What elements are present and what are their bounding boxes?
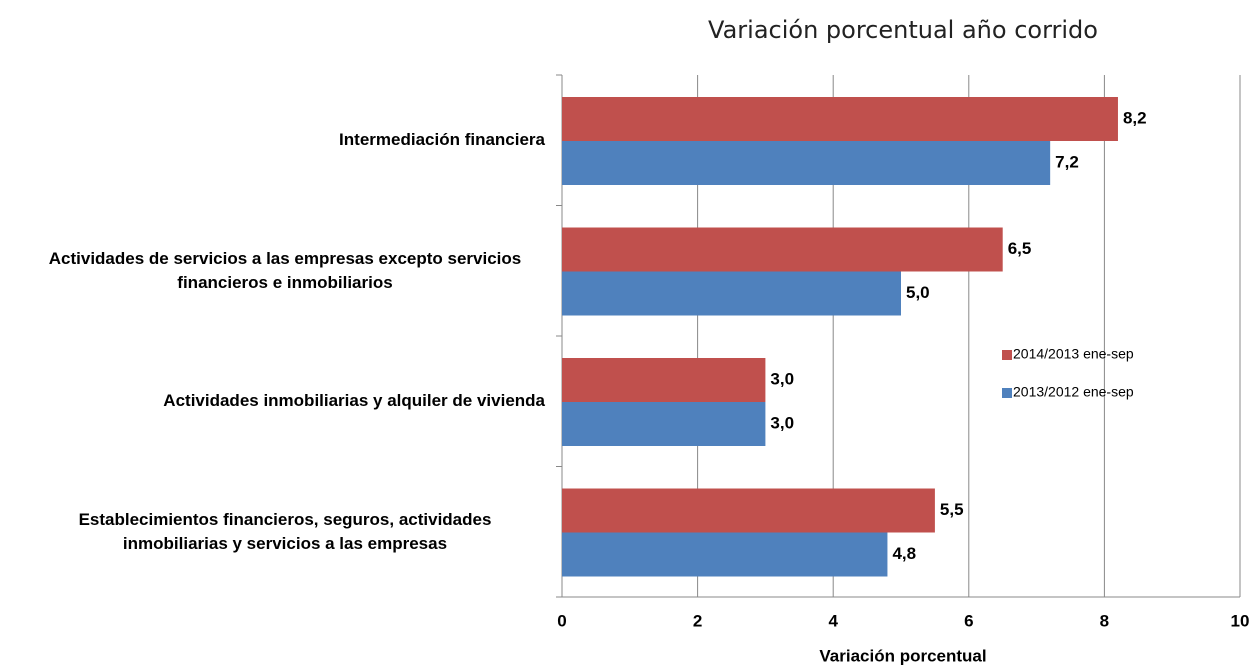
x-tick-label: 10 [1231, 611, 1250, 630]
category-label-box: Actividades de servicios a las empresas … [5, 206, 545, 336]
x-tick-label: 0 [557, 611, 566, 630]
bar [562, 141, 1051, 185]
x-tick-label: 2 [693, 611, 702, 630]
bar [562, 532, 888, 577]
x-axis-title: Variación porcentual [819, 646, 986, 665]
data-label: 8,2 [1123, 108, 1147, 127]
bar [562, 402, 766, 446]
y-tick-label: Actividades inmobiliarias y alquiler de … [163, 391, 545, 410]
legend-swatch [1002, 350, 1012, 360]
data-label: 6,5 [1008, 239, 1032, 258]
data-label: 3,0 [770, 369, 794, 388]
bar [562, 271, 901, 316]
category-label-box: Establecimientos financieros, seguros, a… [5, 467, 545, 597]
x-tick-label: 4 [828, 611, 838, 630]
bar [562, 227, 1003, 272]
data-label: 5,0 [906, 283, 930, 302]
legend-swatch [1002, 388, 1012, 398]
data-label: 7,2 [1055, 152, 1079, 171]
legend-label: 2013/2012 ene-sep [1013, 384, 1134, 400]
chart-title: Variación porcentual año corrido [708, 16, 1098, 44]
data-label: 5,5 [940, 500, 964, 519]
x-tick-label: 6 [964, 611, 973, 630]
category-label-box: Actividades inmobiliarias y alquiler de … [5, 336, 545, 466]
bar [562, 488, 935, 533]
x-tick-label: 8 [1100, 611, 1109, 630]
data-label: 4,8 [892, 544, 916, 563]
data-label: 3,0 [770, 413, 794, 432]
y-tick-label: Establecimientos financieros, seguros, a… [78, 509, 492, 553]
category-label-box: Intermediación financiera [5, 75, 545, 205]
bar [562, 97, 1118, 141]
y-tick-label: Intermediación financiera [339, 130, 545, 149]
bar [562, 358, 766, 402]
legend-label: 2014/2013 ene-sep [1013, 346, 1134, 362]
y-tick-label: Actividades de servicios a las empresas … [48, 248, 522, 292]
